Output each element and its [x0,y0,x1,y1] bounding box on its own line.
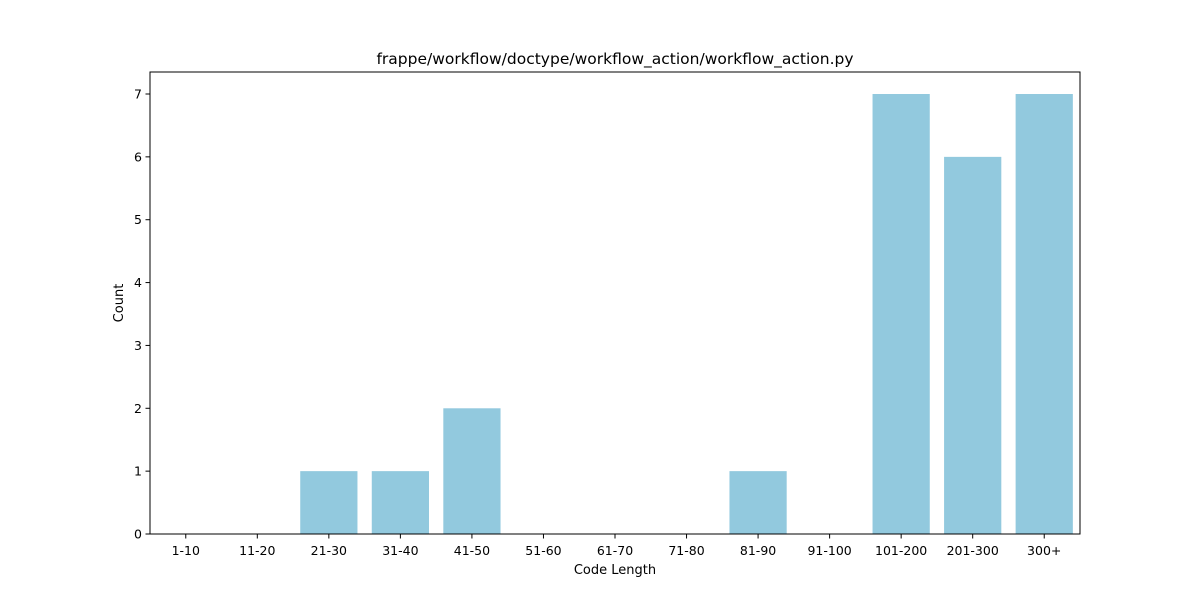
x-tick-label: 41-50 [454,543,490,558]
x-tick-label: 71-80 [668,543,704,558]
y-tick-label: 7 [134,87,142,102]
x-axis-label: Code Length [574,563,656,578]
y-tick-label: 0 [134,527,142,542]
bar-300+ [1015,94,1073,534]
y-tick-label: 5 [134,212,142,227]
bar-21-30 [300,471,358,534]
x-tick-label: 51-60 [525,543,561,558]
x-tick-label: 201-300 [947,543,999,558]
y-tick-label: 6 [134,149,142,164]
y-tick-label: 1 [134,464,142,479]
bars-layer [300,94,1073,535]
y-tick-label: 3 [134,338,142,353]
plot-area-frame [149,71,1081,535]
bar-31-40 [371,471,429,534]
bar-101-200 [872,94,930,534]
x-axis: 1-10 11-20 21-30 31-40 41-50 51-60 61-70 71-80 8… [172,534,1061,558]
x-tick-label: 31-40 [382,543,418,558]
y-axis-label: Count [112,284,127,323]
x-tick-label: 91-100 [807,543,851,558]
x-tick-label: 1-10 [172,543,200,558]
x-tick-label: 81-90 [740,543,776,558]
x-tick-label: 300+ [1027,543,1061,558]
bar-201-300 [944,156,1002,535]
x-tick-label: 11-20 [239,543,275,558]
x-tick-label: 61-70 [597,543,633,558]
bar-81-90 [729,471,787,534]
y-tick-label: 2 [134,401,142,416]
y-axis: 0 1 2 3 4 5 6 7 [134,87,150,542]
x-tick-label: 21-30 [311,543,347,558]
chart-title: frappe/workflow/doctype/workflow_action/… [376,50,853,69]
y-tick-label: 4 [134,275,142,290]
bar-41-50 [443,408,501,534]
x-tick-label: 101-200 [875,543,927,558]
